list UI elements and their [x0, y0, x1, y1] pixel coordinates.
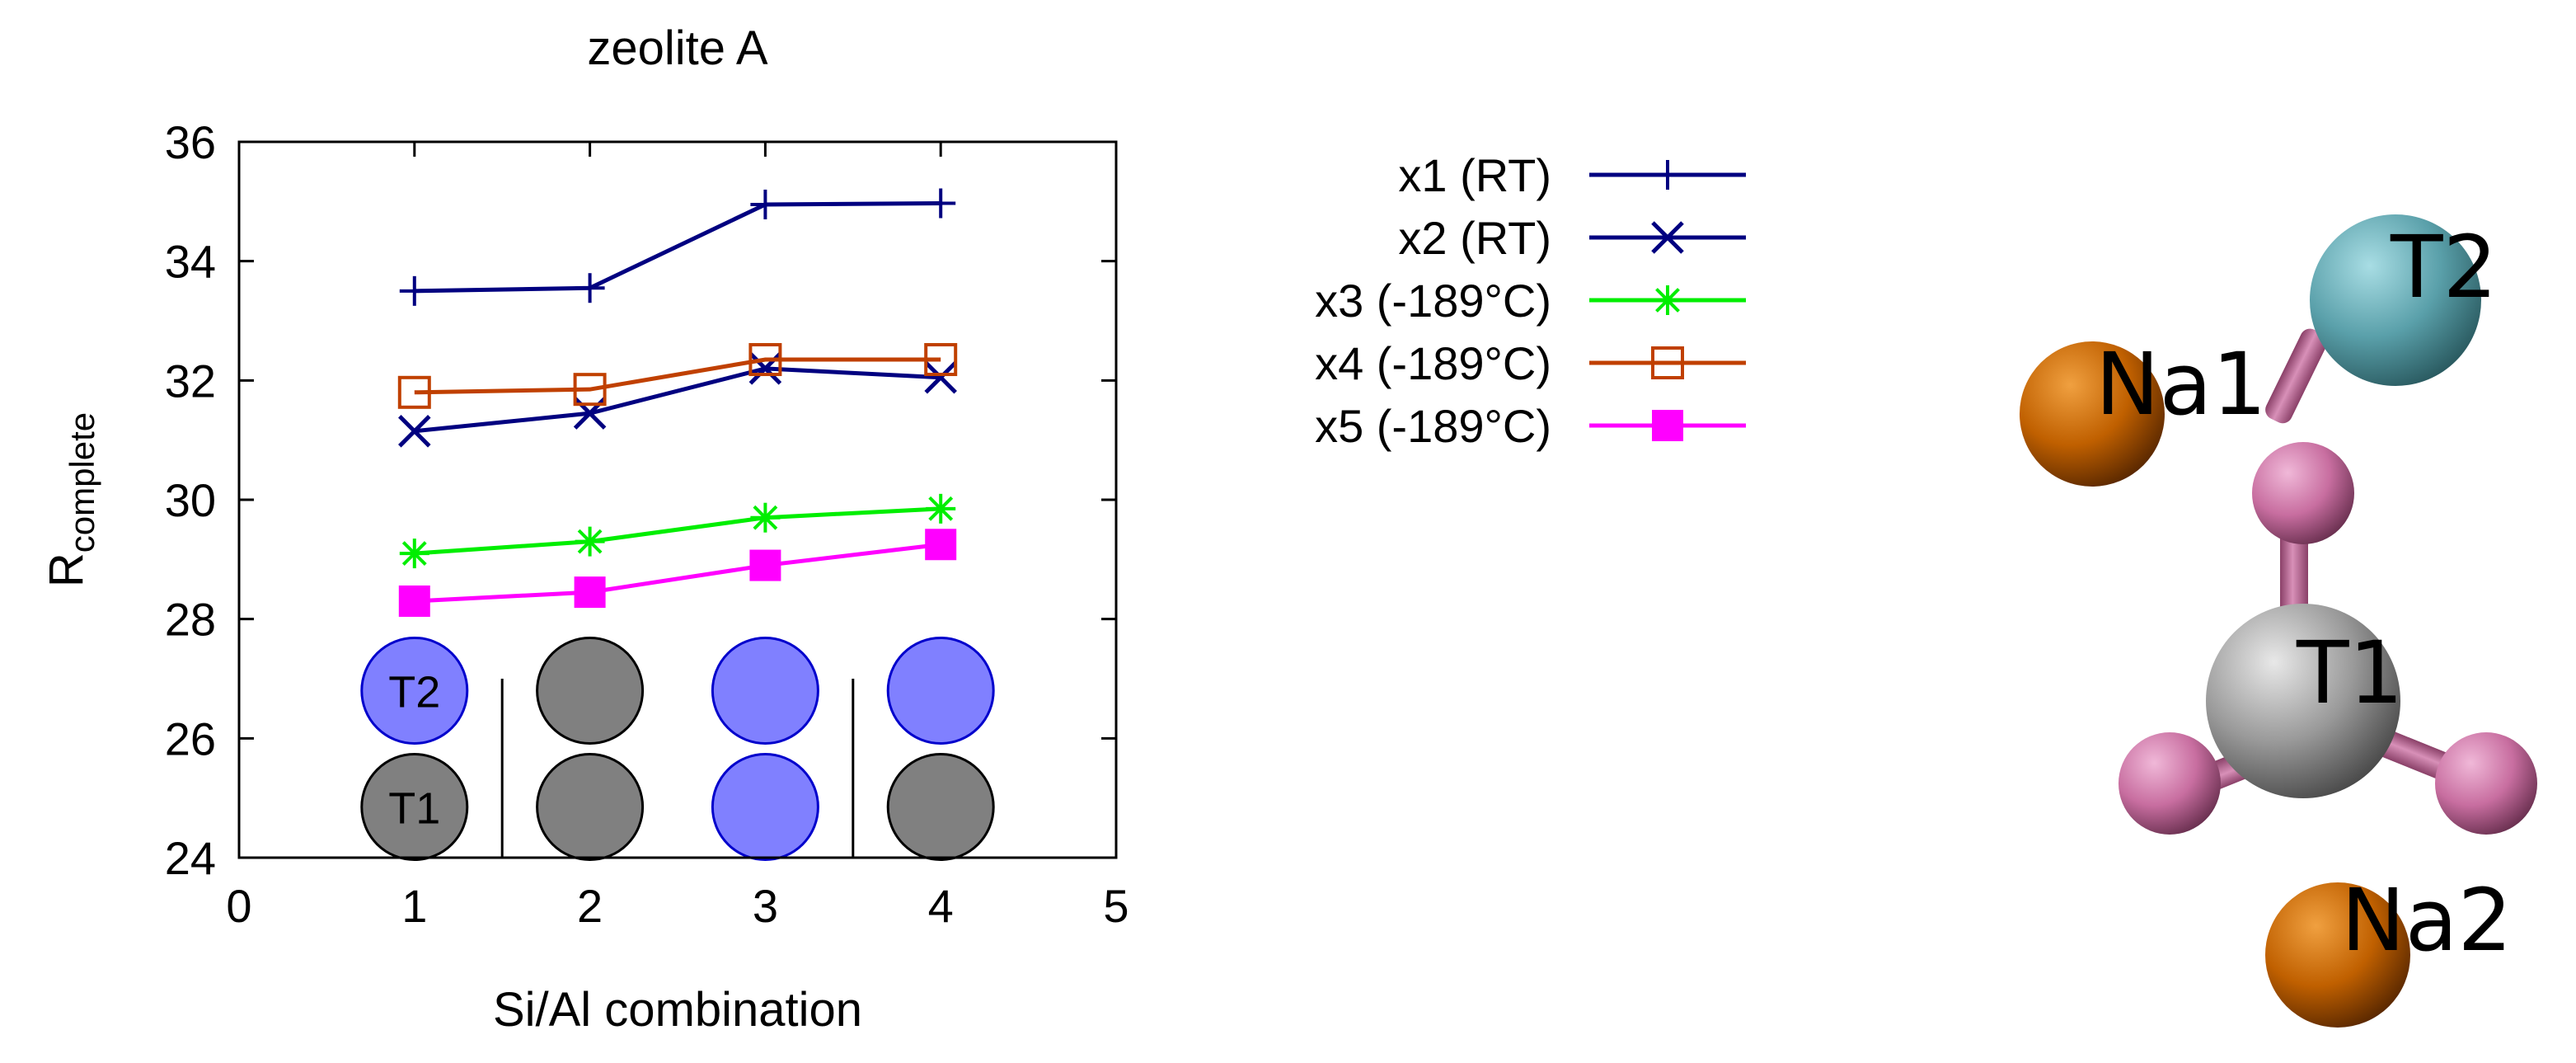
- y-tick-label: 36: [165, 116, 216, 168]
- site-t1-circle: [886, 753, 995, 862]
- series-1: [399, 188, 956, 306]
- y-tick-label: 32: [165, 355, 216, 407]
- series-line: [414, 506, 941, 556]
- x-tick-label: 4: [928, 880, 954, 932]
- x-tick-label: 2: [577, 880, 603, 932]
- site-t1-circle: [711, 753, 819, 862]
- series-line: [414, 201, 941, 294]
- legend-label: x1 (RT): [1398, 149, 1551, 201]
- y-tick-label: 30: [165, 474, 216, 526]
- legend-label: x2 (RT): [1398, 212, 1551, 264]
- series-line: [414, 366, 941, 434]
- na1-atom: [2020, 341, 2165, 487]
- data-point: [748, 343, 782, 377]
- data-point: [398, 415, 431, 448]
- y-tick-label: 24: [165, 832, 216, 884]
- site-t2-circle: [536, 636, 645, 745]
- x-axis-label: Si/Al combination: [493, 983, 862, 1037]
- o-atom-right: [2435, 732, 2537, 835]
- bond-t2-o: [2265, 328, 2328, 424]
- y-axis-label-sub: complete: [63, 412, 101, 553]
- data-point: [749, 549, 781, 581]
- site-diagram: T2 T1: [360, 636, 995, 862]
- molecule-diagram: T2 Na1 T1 Na2: [2020, 214, 2537, 1028]
- plot-frame: [237, 140, 1118, 859]
- label-na1: Na1: [2095, 334, 2267, 435]
- data-point: [924, 360, 957, 394]
- series-4: [397, 343, 958, 409]
- y-axis-label-main: R: [40, 553, 93, 587]
- legend-label: x5 (-189°C): [1315, 400, 1551, 452]
- series-2: [398, 352, 957, 448]
- data-point: [1652, 410, 1683, 441]
- na2-atom: [2265, 882, 2410, 1028]
- data-point: [401, 541, 427, 567]
- o-atom-bridge: [2252, 442, 2354, 544]
- data-point: [573, 373, 607, 407]
- data-point: [928, 496, 954, 521]
- data-point: [1651, 346, 1684, 379]
- series-5: [398, 529, 957, 617]
- legend: x1 (RT) x2 (RT) x3 (-189°C) x4 (-189°C) x5 (…: [1315, 149, 1746, 452]
- x-tick-label: 5: [1103, 880, 1128, 932]
- label-na2: Na2: [2341, 870, 2513, 971]
- x-tick-label: 0: [226, 880, 251, 932]
- y-axis-label: Rcomplete: [40, 412, 101, 587]
- site-t1-circle: [536, 753, 645, 862]
- series-3: [399, 493, 956, 569]
- data-point: [397, 375, 431, 409]
- data-point: [1651, 221, 1684, 254]
- site-t1-label: T1: [388, 784, 440, 834]
- label-t1: T1: [2296, 623, 2404, 723]
- data-point: [574, 576, 606, 609]
- data-point: [577, 529, 603, 554]
- y-tick-label: 26: [165, 713, 216, 764]
- data-point: [398, 585, 430, 617]
- site-t2-label: T2: [388, 667, 440, 717]
- series-line: [414, 357, 941, 395]
- site-t2-circle: [886, 636, 995, 745]
- x-tick-label: 3: [753, 880, 778, 932]
- x-tick-label: 1: [401, 880, 427, 932]
- t2-atom: [2310, 214, 2481, 386]
- chart-title: zeolite A: [587, 21, 768, 75]
- t1-atom: [2206, 604, 2400, 798]
- y-tick-label: 34: [165, 236, 216, 288]
- data-point: [924, 343, 958, 377]
- legend-label: x3 (-189°C): [1315, 275, 1551, 327]
- label-t2: T2: [2390, 217, 2498, 317]
- site-t1-circle: [360, 753, 469, 862]
- data-point: [753, 505, 778, 530]
- series-line: [414, 542, 941, 604]
- legend-label: x4 (-189°C): [1315, 337, 1551, 389]
- data-series: [397, 188, 958, 617]
- site-t2-circle: [711, 636, 819, 745]
- y-tick-label: 28: [165, 594, 216, 646]
- data-point: [1655, 288, 1680, 313]
- site-t2-circle: [360, 636, 469, 745]
- o-atom-left: [2119, 732, 2221, 835]
- data-point: [925, 529, 957, 561]
